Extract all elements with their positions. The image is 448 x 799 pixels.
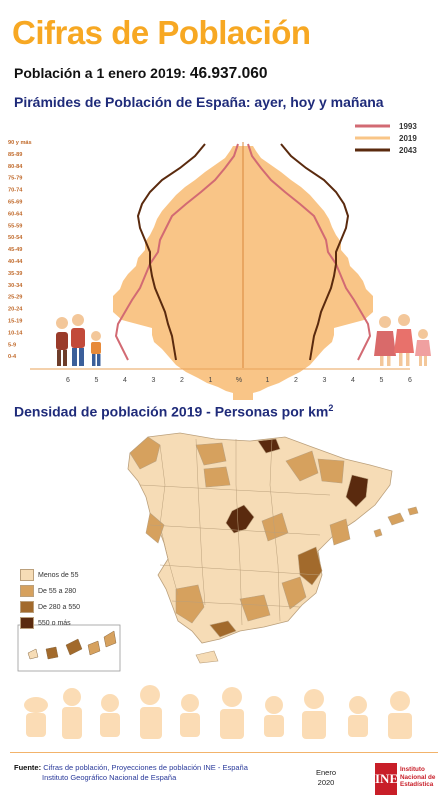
age-group-label: 10-14 xyxy=(8,330,23,336)
province-malaga xyxy=(209,620,237,638)
x-axis-tick-label: 5 xyxy=(95,377,99,384)
pyramid-1993-line-right xyxy=(247,143,372,361)
source-line-2: Instituto Geográfico Nacional de España xyxy=(42,773,177,782)
legend-label-1993: 1993 xyxy=(399,122,417,131)
density-title: Densidad de población 2019 - Personas po… xyxy=(14,403,333,420)
x-axis-tick-label: 3 xyxy=(323,377,327,384)
legend-label: Menos de 55 xyxy=(38,571,79,579)
density-title-text: Densidad de población 2019 - Personas po… xyxy=(14,403,329,420)
female-figures-illustration xyxy=(374,314,431,366)
x-axis-tick-label: 6 xyxy=(408,377,412,384)
ine-logo: INE xyxy=(375,763,398,795)
legend-swatch xyxy=(20,617,34,629)
province-barcelona xyxy=(345,474,369,508)
x-axis-tick-label: 1 xyxy=(266,377,270,384)
page-title: Cifras de Población xyxy=(12,14,311,51)
pyramid-title: Pirámides de Población de España: ayer, … xyxy=(14,94,384,110)
legend-swatch xyxy=(20,569,34,581)
age-group-label: 20-24 xyxy=(8,307,23,313)
legend-swatch xyxy=(20,601,34,613)
pyramid-2043-line-right xyxy=(280,143,350,361)
age-group-label: 50-54 xyxy=(8,235,23,241)
x-axis-tick-label: 5 xyxy=(380,377,384,384)
institute-line-2: Nacional de xyxy=(400,773,436,781)
pyramid-1993-line-left xyxy=(114,143,239,361)
date-year: 2020 xyxy=(317,778,335,787)
people-silhouettes-decoration xyxy=(24,685,412,739)
x-axis-tick-label: 2 xyxy=(294,377,298,384)
age-group-label: 15-19 xyxy=(8,319,22,325)
age-group-label: 25-29 xyxy=(8,295,22,301)
age-labels: 90 y más 85-89 80-84 75-79 70-74 65-69 60-64 55… xyxy=(8,140,32,360)
source-label: Fuente: xyxy=(14,763,42,772)
balearic-islands xyxy=(373,506,419,538)
legend-label: De 55 a 280 xyxy=(38,587,77,595)
age-group-label: 45-49 xyxy=(8,247,22,253)
age-group-label: 35-39 xyxy=(8,271,22,277)
legend-item: De 280 a 550 xyxy=(20,600,100,614)
legend-item: De 55 a 280 xyxy=(20,584,100,598)
legend-label-2019: 2019 xyxy=(399,134,417,143)
density-legend: Menos de 55 De 55 a 280 De 280 a 550 550… xyxy=(20,568,100,630)
age-group-label: 90 y más xyxy=(8,140,32,146)
age-group-label: 70-74 xyxy=(8,188,23,194)
date-month: Enero xyxy=(316,768,337,777)
province-valencia xyxy=(297,546,323,586)
spain-density-map xyxy=(17,432,419,672)
legend-label: 550 o más xyxy=(38,619,71,627)
age-group-label: 80-84 xyxy=(8,164,23,170)
x-axis-tick-label: 3 xyxy=(152,377,156,384)
institute-line-1: Instituto xyxy=(400,766,425,773)
x-axis-tick-label: 2 xyxy=(180,377,184,384)
legend-label-2043: 2043 xyxy=(399,146,417,155)
x-axis-tick-label: % xyxy=(236,377,242,384)
source-line-1: Cifras de población, Proyecciones de pob… xyxy=(43,763,248,772)
ine-institute-name: Instituto Nacional de Estadística xyxy=(400,766,435,789)
canary-islands xyxy=(27,630,117,660)
institute-line-3: Estadística xyxy=(400,781,434,788)
legend-item: 550 o más xyxy=(20,616,100,630)
x-axis-tick-label: 4 xyxy=(351,377,355,384)
density-title-sup: 2 xyxy=(328,403,334,413)
x-axis-labels: 6 5 4 3 2 1% 1 2 3 4 5 6 xyxy=(66,377,412,384)
age-group-label: 30-34 xyxy=(8,283,23,289)
province-borders xyxy=(139,438,331,626)
population-pyramid: 90 y más85-8980-8475-7970-7465-6960-6455… xyxy=(8,122,431,400)
footer-date: Enero 2020 xyxy=(316,768,336,788)
pyramid-legend: 1993 2019 2043 xyxy=(355,122,417,155)
age-group-label: 40-44 xyxy=(8,259,23,265)
population-line: Población a 1 enero 2019: 46.937.060 xyxy=(14,65,267,83)
age-group-label: 0-4 xyxy=(8,354,17,360)
age-group-label: 85-89 xyxy=(8,152,22,158)
x-axis-tick-label: 1 xyxy=(209,377,213,384)
age-group-label: 5-9 xyxy=(8,342,16,348)
population-value: 46.937.060 xyxy=(189,65,268,82)
footer-divider xyxy=(10,752,438,753)
age-group-label: 55-59 xyxy=(8,223,22,229)
population-label: Población a 1 enero 2019: xyxy=(14,65,186,81)
ceuta-melilla xyxy=(195,650,219,664)
province-bizkaia xyxy=(257,438,281,454)
x-axis-tick-label: 4 xyxy=(123,377,127,384)
male-figures-illustration xyxy=(56,314,101,366)
legend-item: Menos de 55 xyxy=(20,568,100,582)
age-group-label: 75-79 xyxy=(8,176,22,182)
x-axis-tick-label: 6 xyxy=(66,377,70,384)
footer-source: Fuente: Cifras de población, Proyeccione… xyxy=(14,763,248,783)
legend-label: De 280 a 550 xyxy=(38,603,81,611)
age-group-label: 60-64 xyxy=(8,211,23,217)
age-group-label: 65-69 xyxy=(8,200,22,206)
pyramid-2043-line-left xyxy=(136,143,206,361)
province-madrid xyxy=(225,504,255,534)
legend-swatch xyxy=(20,585,34,597)
medium-density-provinces xyxy=(129,436,351,624)
